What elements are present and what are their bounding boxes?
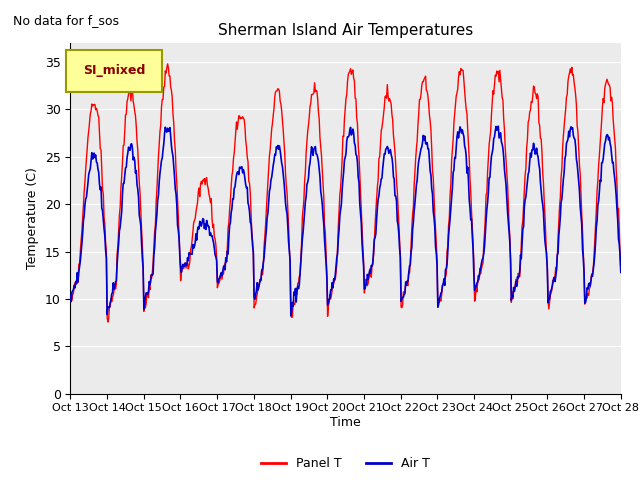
Legend: Panel T, Air T: Panel T, Air T: [256, 452, 435, 475]
Title: Sherman Island Air Temperatures: Sherman Island Air Temperatures: [218, 23, 473, 38]
Y-axis label: Temperature (C): Temperature (C): [26, 168, 39, 269]
FancyBboxPatch shape: [66, 50, 163, 92]
Text: SI_mixed: SI_mixed: [83, 64, 146, 77]
X-axis label: Time: Time: [330, 416, 361, 429]
Text: No data for f_sos: No data for f_sos: [13, 14, 119, 27]
